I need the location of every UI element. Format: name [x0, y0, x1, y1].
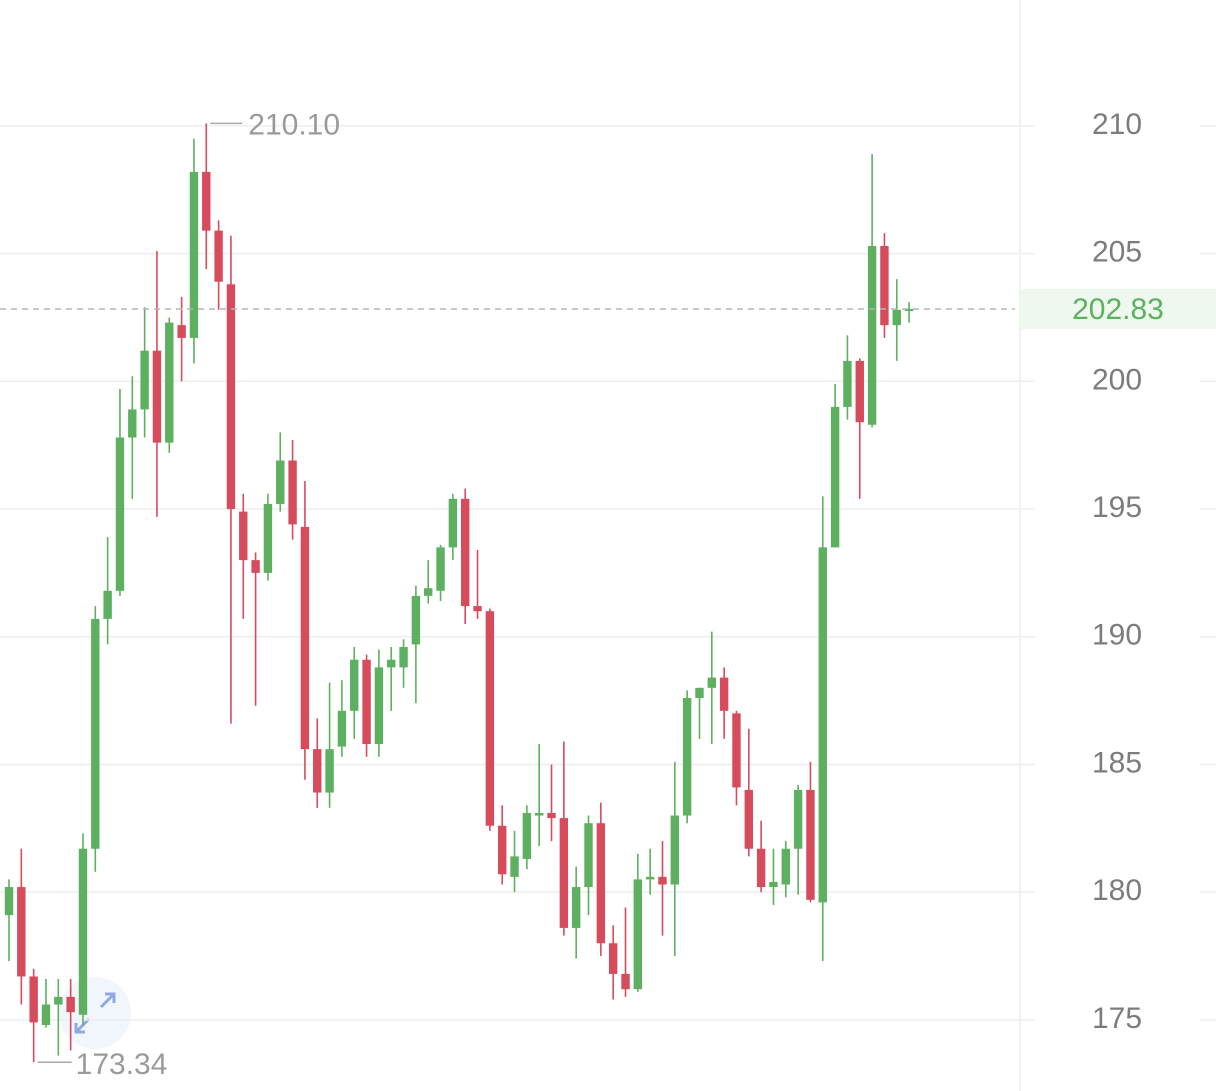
zoom-button[interactable]	[59, 977, 131, 1049]
candle-body	[165, 322, 174, 443]
candle-body	[843, 360, 852, 407]
candle-body	[559, 818, 569, 928]
y-tick-label: 210	[1092, 108, 1142, 141]
candle-body	[276, 460, 285, 504]
zoom-button-bg[interactable]	[59, 977, 131, 1049]
candle-body	[325, 749, 334, 793]
candle-body	[214, 230, 223, 282]
candle-body	[855, 360, 864, 423]
candle-body	[621, 973, 630, 990]
min-annotation-label: 173.34	[76, 1048, 168, 1081]
candle-body	[177, 325, 186, 338]
candle-body	[744, 789, 753, 849]
y-tick-label: 190	[1092, 619, 1142, 652]
zoom-icon[interactable]	[74, 992, 116, 1034]
candle-body	[658, 876, 667, 885]
candle-body	[300, 526, 310, 750]
candle-body	[670, 815, 680, 885]
candle-body	[547, 812, 556, 819]
candle-body	[239, 511, 248, 561]
candle-body	[830, 406, 840, 548]
candle-body	[350, 659, 359, 711]
candle-body	[769, 881, 778, 888]
candle-body	[608, 943, 618, 974]
candle-body	[202, 171, 211, 231]
candle-body	[732, 713, 741, 788]
y-tick-label: 205	[1092, 236, 1142, 269]
last-price-label: 202.83	[1072, 293, 1164, 326]
candle-body	[880, 245, 889, 326]
y-tick-label: 180	[1092, 874, 1142, 907]
candle-body	[189, 171, 199, 338]
candle-body	[571, 887, 581, 928]
candle-body	[313, 749, 322, 793]
candle-body	[29, 976, 38, 1023]
candle-body	[17, 887, 26, 977]
candle-body	[522, 812, 532, 859]
candle-body	[904, 309, 914, 312]
candle-body	[251, 560, 260, 573]
candle-body	[534, 812, 544, 816]
y-tick-label: 200	[1092, 363, 1142, 396]
y-tick-label: 195	[1092, 491, 1142, 524]
candle-body	[41, 1004, 51, 1025]
candle-body	[756, 848, 766, 888]
candle-body	[263, 503, 273, 573]
candle-body	[103, 590, 112, 619]
candle-body	[362, 659, 371, 745]
candle-body	[399, 646, 408, 668]
candle-body	[707, 677, 717, 688]
candle-body	[115, 437, 125, 591]
candle-body	[91, 618, 100, 849]
candles	[4, 123, 914, 1063]
candle-body	[719, 677, 729, 711]
candle-body	[695, 687, 704, 699]
candle-body	[140, 350, 149, 410]
candle-body	[584, 823, 593, 888]
candle-body	[387, 659, 396, 668]
candle-body	[596, 823, 606, 944]
candle-body	[793, 789, 803, 849]
candle-body	[645, 876, 655, 880]
candle-body	[424, 588, 433, 596]
candle-body	[867, 245, 877, 425]
candle-body	[498, 825, 507, 875]
candle-body	[4, 887, 14, 916]
candle-body	[152, 350, 162, 443]
y-tick-label: 175	[1092, 1002, 1142, 1035]
candle-body	[473, 606, 482, 612]
candle-body	[226, 284, 236, 510]
candle-body	[806, 789, 815, 900]
candle-body	[682, 698, 692, 816]
candle-body	[485, 611, 495, 826]
candle-body	[374, 667, 384, 745]
candle-body	[78, 848, 88, 1015]
candle-body	[461, 498, 470, 607]
candle-body	[510, 856, 519, 877]
y-tick-label: 185	[1092, 746, 1142, 779]
candle-body	[54, 996, 63, 1005]
candle-body	[128, 409, 137, 438]
last-price-box	[1020, 289, 1216, 330]
candle-body	[818, 547, 827, 903]
candle-body	[781, 848, 790, 885]
candle-body	[288, 460, 297, 525]
candle-body	[436, 547, 445, 591]
candle-body	[66, 996, 75, 1013]
candle-body	[633, 879, 643, 990]
candle-body	[411, 595, 421, 645]
candle-body	[337, 710, 347, 747]
candle-body	[892, 309, 901, 326]
candle-body	[448, 498, 458, 548]
max-annotation-label: 210.10	[248, 108, 340, 141]
